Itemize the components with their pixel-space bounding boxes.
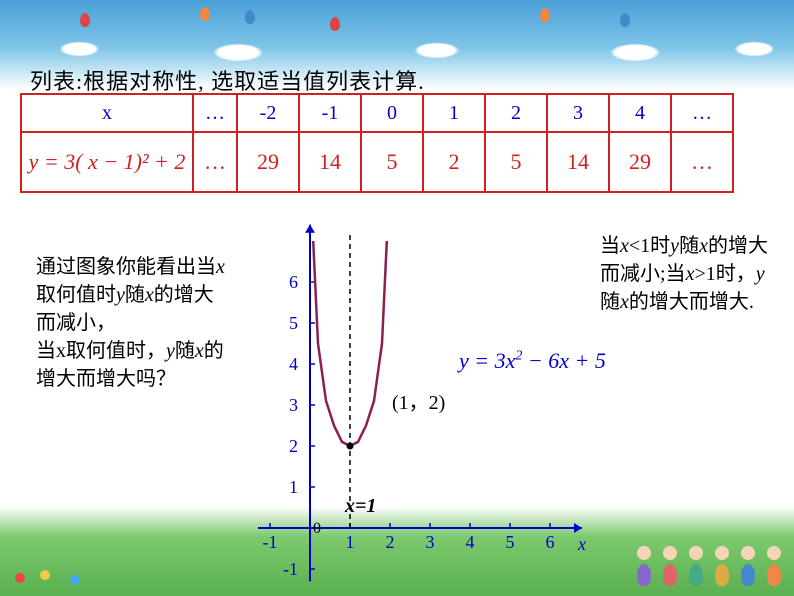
formula-cell: y = 3( x − 1)² + 2: [21, 132, 193, 192]
svg-text:1: 1: [346, 532, 355, 552]
svg-text:6: 6: [546, 532, 555, 552]
lt-x1: x: [216, 256, 225, 278]
hdr-ell: …: [193, 94, 237, 132]
hdr-c4: 1: [423, 94, 485, 132]
lt-6: 随: [175, 340, 195, 362]
hdr-c7: 4: [609, 94, 671, 132]
rt-x4: x: [620, 291, 629, 313]
svg-text:1: 1: [289, 477, 298, 497]
sky-background: [0, 0, 794, 70]
grass-decorations: [10, 558, 210, 588]
svg-text:5: 5: [289, 313, 298, 333]
table-value-row: y = 3( x − 1)² + 2 … 29 14 5 2 5 14 29 …: [21, 132, 733, 192]
lt-1: 通过图象你能看出当: [36, 256, 216, 278]
svg-text:-1: -1: [263, 532, 278, 552]
svg-text:2: 2: [386, 532, 395, 552]
svg-text:x: x: [577, 534, 586, 554]
svg-text:4: 4: [289, 354, 298, 374]
hdr-c1: -2: [237, 94, 299, 132]
svg-text:4: 4: [466, 532, 475, 552]
val-4: 2: [423, 132, 485, 192]
page-title: 列表:根据对称性, 选取适当值列表计算.: [30, 64, 425, 96]
lt-y2: y: [166, 340, 175, 362]
hdr-c2: -1: [299, 94, 361, 132]
svg-text:3: 3: [426, 532, 435, 552]
rt-y2: y: [756, 263, 765, 285]
lt-2: 取何值时: [36, 284, 116, 306]
lt-x2: x: [145, 284, 154, 306]
lt-3: 随: [125, 284, 145, 306]
rt-y1: y: [670, 235, 679, 257]
lt-5: 当x取何值时，: [36, 340, 166, 362]
rt-1: 当: [600, 235, 620, 257]
val-7: 29: [609, 132, 671, 192]
origin-label: 0: [313, 520, 321, 538]
val-6: 14: [547, 132, 609, 192]
equation-label: y = 3x2 − 6x + 5: [459, 348, 606, 374]
val-5: 5: [485, 132, 547, 192]
rt-2: <1时: [629, 235, 670, 257]
left-question-block: 通过图象你能看出当x取何值时y随x的增大而减小， 当x取何值时，y随x的增大而增…: [36, 253, 230, 393]
rt-x2: x: [699, 235, 708, 257]
header-x: x: [21, 94, 193, 132]
svg-text:-1: -1: [283, 559, 298, 579]
rt-6: 随: [600, 291, 620, 313]
rt-3: 随: [679, 235, 699, 257]
val-1: 29: [237, 132, 299, 192]
right-answer-block: 当x<1时y随x的增大而减小;当x>1时，y随x的增大而增大.: [600, 232, 772, 316]
val-2: 14: [299, 132, 361, 192]
val-ell: …: [193, 132, 237, 192]
val-3: 5: [361, 132, 423, 192]
hdr-c3: 0: [361, 94, 423, 132]
rt-x1: x: [620, 235, 629, 257]
svg-text:6: 6: [289, 272, 298, 292]
hdr-ell2: …: [671, 94, 733, 132]
rt-5: >1时，: [694, 263, 755, 285]
val-ell2: …: [671, 132, 733, 192]
lt-y1: y: [116, 284, 125, 306]
value-table: x … -2 -1 0 1 2 3 4 … y = 3( x − 1)² + 2…: [20, 93, 734, 193]
table-header-row: x … -2 -1 0 1 2 3 4 …: [21, 94, 733, 132]
cartoon-decorations: [636, 531, 786, 586]
symmetry-axis-label: x=1: [345, 495, 376, 518]
svg-text:5: 5: [506, 532, 515, 552]
svg-text:2: 2: [289, 436, 298, 456]
lt-x3: x: [195, 340, 204, 362]
hdr-c5: 2: [485, 94, 547, 132]
vertex-label: (1，2): [392, 386, 445, 415]
svg-text:3: 3: [289, 395, 298, 415]
rt-7: 的增大而增大.: [629, 291, 754, 313]
hdr-c6: 3: [547, 94, 609, 132]
